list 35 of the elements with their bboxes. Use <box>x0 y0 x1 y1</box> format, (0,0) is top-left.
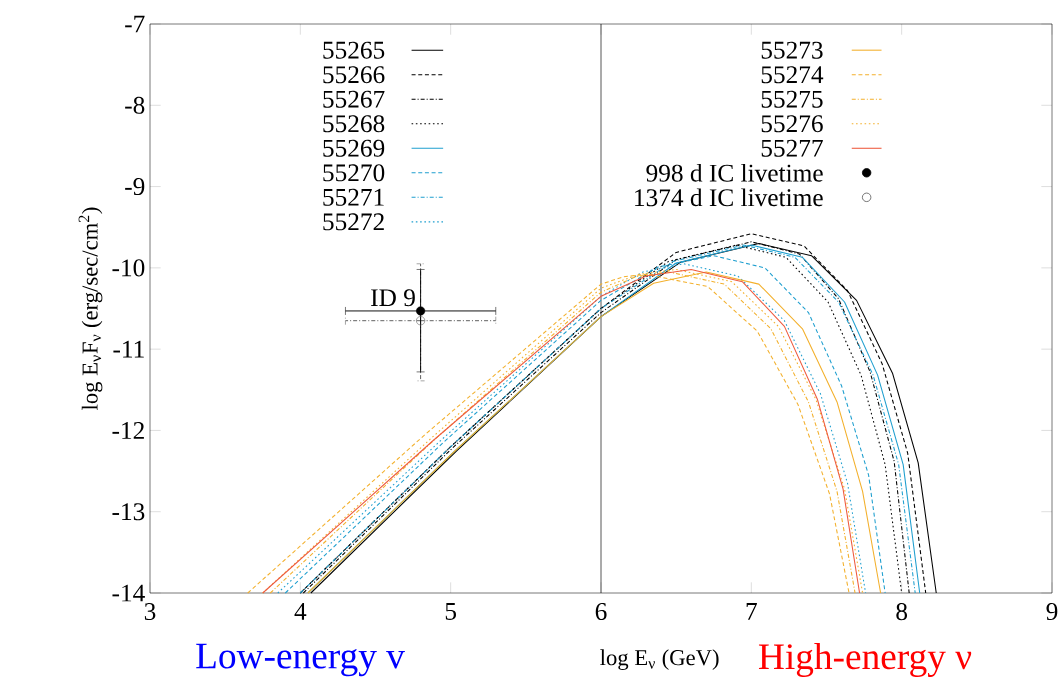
y-tick-label: -14 <box>112 584 145 602</box>
annotation: ID 9 <box>371 289 415 307</box>
y-tick-label: -10 <box>112 259 145 277</box>
legend-label: 55277 <box>761 139 823 157</box>
y-tick-label: -11 <box>113 340 144 358</box>
x-tick-label: 8 <box>896 603 908 621</box>
x-tick-label: 3 <box>144 603 156 621</box>
x-tick-label: 5 <box>445 603 456 620</box>
text: Low-energy v <box>196 643 405 677</box>
legend-label: 55269 <box>323 139 385 157</box>
legend-label: 55276 <box>761 115 823 133</box>
legend-label: 998 d IC livetime <box>646 163 823 182</box>
legend-label: 1374 d IC livetime <box>635 188 823 207</box>
y-tick-label: -13 <box>112 503 145 521</box>
legend-label: 55275 <box>761 90 823 108</box>
legend-label: 55265 <box>323 41 385 59</box>
y-tick-label: -7 <box>125 15 145 33</box>
legend-label: 55267 <box>323 90 385 108</box>
x-tick-label: 4 <box>294 603 307 620</box>
x-tick-label: 9 <box>1046 603 1058 621</box>
y-tick-label: -9 <box>125 178 145 196</box>
legend-label: 55270 <box>323 164 385 182</box>
legend-label: 55273 <box>761 41 823 59</box>
y-tick-label: -8 <box>125 96 145 114</box>
legend-label: 55274 <box>761 66 824 84</box>
x-tick-label: 7 <box>746 603 757 620</box>
legend-label: 55268 <box>323 115 385 133</box>
text: High-energy ν <box>758 643 972 677</box>
legend-label: 55266 <box>323 66 385 84</box>
x-tick-label: 6 <box>595 603 607 621</box>
legend-label: 55272 <box>323 213 384 231</box>
x-axis-title: log E$_{ν}$ (GeV) <box>600 649 719 670</box>
y-tick-label: -12 <box>112 422 144 439</box>
legend-label: 55271 <box>323 188 384 206</box>
y-axis-title: log E$_{ν}$F$_{ν}$ (erg/sec/cm$^{2}$) <box>78 207 103 410</box>
